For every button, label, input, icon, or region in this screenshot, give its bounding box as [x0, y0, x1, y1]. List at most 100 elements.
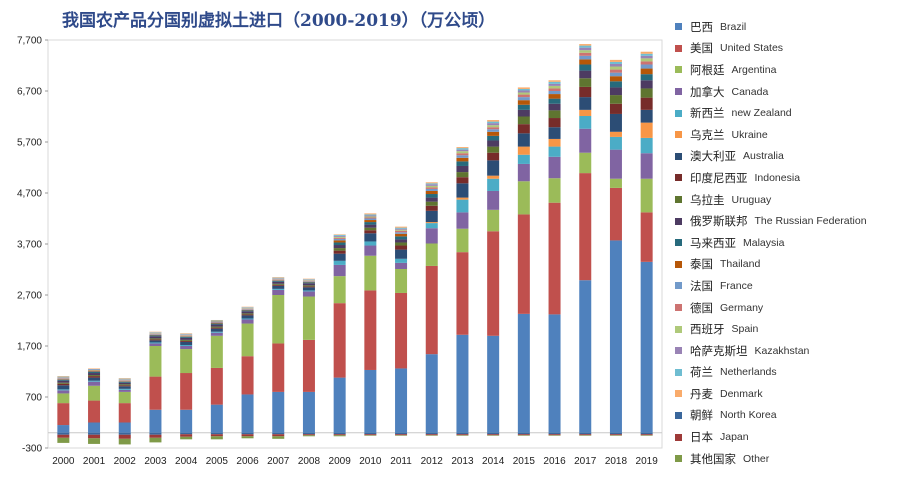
bar-uruguay-2010 — [364, 227, 377, 231]
x-tick-label: 2000 — [52, 456, 75, 467]
bar-the-russian-federation-2009 — [333, 245, 346, 249]
bar-australia-2019 — [640, 109, 653, 123]
bar-thailand-2011 — [395, 233, 408, 237]
bar-brazil-2014 — [487, 335, 500, 433]
bar-japan-2009 — [333, 434, 346, 436]
bar-spain-2000 — [57, 377, 70, 379]
legend-item: 德国 Germany — [675, 297, 900, 319]
bar-malaysia-2002 — [118, 381, 131, 383]
bar-japan-2001 — [88, 434, 101, 439]
x-tick-label: 2002 — [114, 456, 137, 467]
bar-united-states-2010 — [364, 290, 377, 370]
legend-label-cn: 乌克兰 — [690, 127, 725, 142]
legend-label-cn: 荷兰 — [690, 365, 713, 380]
bar-new-zealand-2008 — [302, 290, 315, 292]
bar-australia-2015 — [517, 133, 530, 147]
bar-spain-2010 — [364, 216, 377, 218]
legend-item: 法国 France — [675, 275, 900, 297]
bar-argentina-2012 — [425, 243, 438, 266]
bar-other-2010 — [364, 435, 377, 436]
bar-ukraine-2015 — [517, 146, 530, 155]
bar-north-korea-2011 — [395, 432, 408, 435]
bar-france-2004 — [180, 335, 193, 337]
bar-malaysia-2004 — [180, 336, 193, 338]
bar-denmark-2002 — [118, 378, 131, 379]
bar-brazil-2002 — [118, 422, 131, 433]
bar-uruguay-2015 — [517, 116, 530, 125]
x-tick-label: 2008 — [298, 456, 321, 467]
bar-germany-2006 — [241, 308, 254, 310]
bar-netherlands-2003 — [149, 332, 162, 333]
bar-the-russian-federation-2001 — [88, 373, 101, 376]
bar-malaysia-2012 — [425, 194, 438, 198]
bar-germany-2019 — [640, 61, 653, 65]
bar-brazil-2003 — [149, 409, 162, 433]
legend-label-en: Ukraine — [731, 128, 768, 141]
bar-denmark-2014 — [487, 120, 500, 122]
bar-kazakhstan-2019 — [640, 55, 653, 59]
legend-label-cn: 其他国家 — [690, 451, 736, 466]
bar-malaysia-2013 — [456, 161, 469, 166]
bar-canada-2014 — [487, 190, 500, 210]
bar-malaysia-2001 — [88, 372, 101, 374]
bar-japan-2008 — [302, 434, 315, 436]
legend-swatch — [675, 304, 682, 312]
bar-indonesia-2015 — [517, 124, 530, 134]
bar-thailand-2000 — [57, 379, 70, 380]
bar-germany-2012 — [425, 187, 438, 189]
y-tick-label: -300 — [22, 444, 42, 455]
bar-indonesia-2002 — [118, 385, 131, 387]
bar-new-zealand-2013 — [456, 199, 469, 213]
legend-item: 巴西 Brazil — [675, 16, 900, 38]
bar-kazakhstan-2009 — [333, 235, 346, 237]
bar-germany-2014 — [487, 127, 500, 130]
bar-canada-2018 — [609, 149, 622, 179]
bar-germany-2015 — [517, 94, 530, 98]
legend-swatch — [675, 260, 682, 268]
bar-united-states-2015 — [517, 214, 530, 314]
bar-indonesia-2006 — [241, 314, 254, 316]
bar-japan-2005 — [210, 434, 223, 437]
bar-thailand-2012 — [425, 190, 438, 195]
bar-france-2014 — [487, 129, 500, 132]
bar-australia-2003 — [149, 340, 162, 343]
bar-united-states-2014 — [487, 231, 500, 336]
x-tick-label: 2009 — [329, 456, 352, 467]
bar-uruguay-2006 — [241, 313, 254, 315]
bar-japan-2012 — [425, 434, 438, 436]
bar-indonesia-2010 — [364, 230, 377, 234]
legend-swatch — [675, 131, 682, 139]
bar-ukraine-2017 — [579, 109, 592, 116]
bar-denmark-2000 — [57, 376, 70, 377]
legend-label-en: Uruguay — [731, 193, 772, 206]
bar-malaysia-2007 — [272, 280, 285, 282]
bar-north-korea-2015 — [517, 432, 530, 435]
bar-united-states-2012 — [425, 265, 438, 355]
bar-spain-2015 — [517, 92, 530, 95]
x-tick-label: 2011 — [390, 456, 412, 467]
bar-spain-2017 — [579, 50, 592, 53]
bar-argentina-2007 — [272, 295, 285, 344]
bar-argentina-2006 — [241, 323, 254, 357]
bar-brazil-2010 — [364, 369, 377, 433]
legend-label-en: Malaysia — [743, 236, 785, 249]
bar-brazil-2017 — [579, 280, 592, 433]
bar-thailand-2001 — [88, 371, 101, 373]
bar-canada-2017 — [579, 128, 592, 153]
x-tick-label: 2014 — [482, 456, 505, 467]
bar-other-2001 — [88, 438, 101, 444]
bar-indonesia-2000 — [57, 383, 70, 386]
legend-label-cn: 朝鲜 — [690, 408, 713, 423]
legend-label-en: Netherlands — [720, 366, 777, 379]
bar-the-russian-federation-2002 — [118, 382, 131, 385]
bar-denmark-2012 — [425, 182, 438, 184]
legend-item: 马来西亚 Malaysia — [675, 232, 900, 254]
bar-canada-2016 — [548, 156, 561, 179]
bar-thailand-2009 — [333, 240, 346, 243]
bar-canada-2004 — [180, 346, 193, 350]
bar-brazil-2011 — [395, 368, 408, 433]
legend-item: 泰国 Thailand — [675, 254, 900, 276]
legend-label-en: Indonesia — [754, 171, 801, 184]
bar-france-2005 — [210, 322, 223, 324]
legend-item: 丹麦 Denmark — [675, 383, 900, 405]
